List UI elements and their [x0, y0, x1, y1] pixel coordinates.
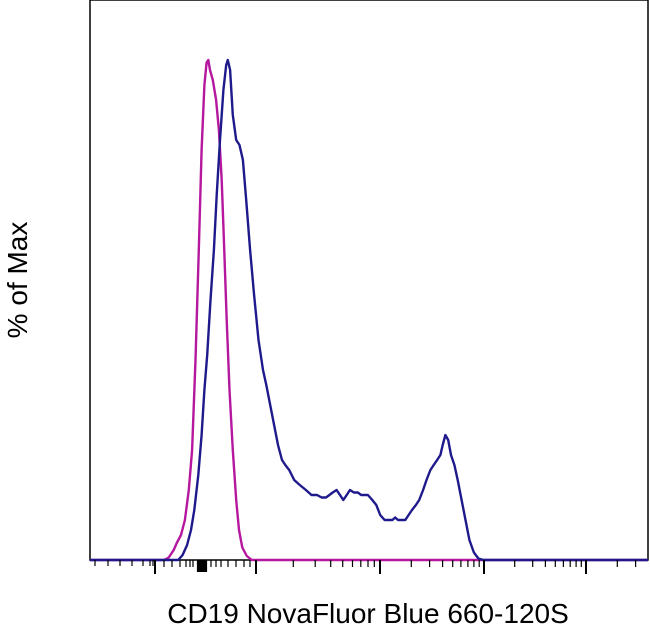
y-axis-title: % of Max: [2, 222, 33, 339]
x-axis-ticks: [94, 560, 637, 574]
plot-frame: [89, 0, 649, 561]
x-axis-title: CD19 NovaFluor Blue 660-120S: [167, 598, 569, 629]
histogram-series-1: [90, 58, 648, 562]
histogram-series-2: [90, 58, 648, 562]
histogram-curves: [90, 58, 648, 562]
